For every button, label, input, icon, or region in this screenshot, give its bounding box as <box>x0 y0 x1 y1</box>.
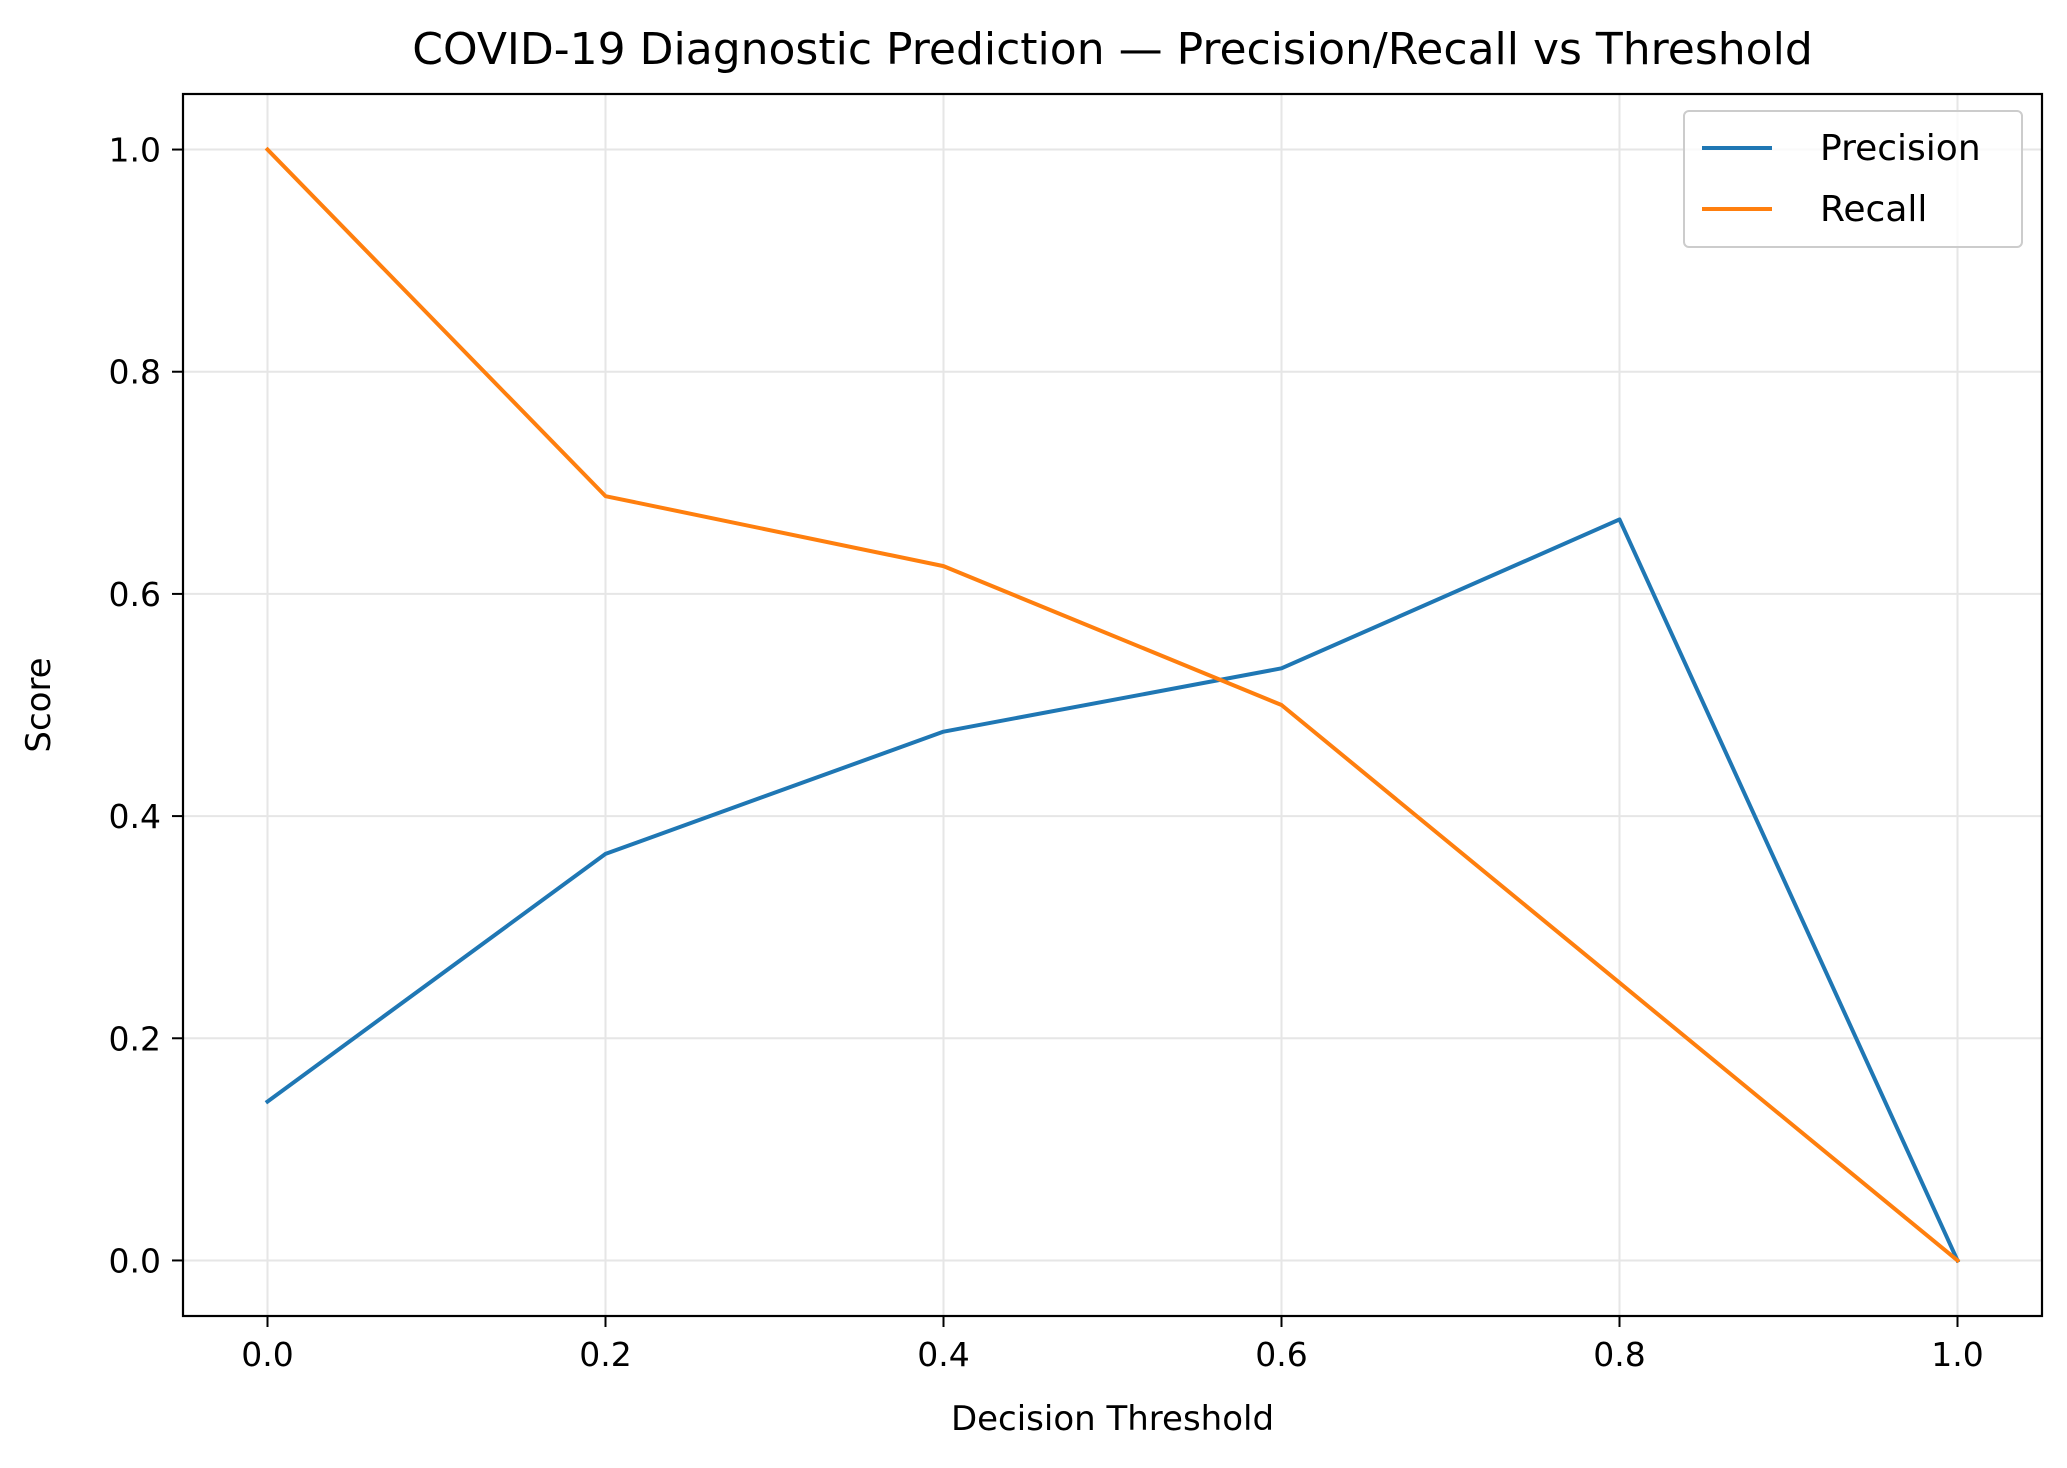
x-tick-label: 0.0 <box>241 1335 293 1374</box>
legend: Precision Recall <box>1683 110 2023 248</box>
grid <box>183 94 2042 1316</box>
x-tick-label: 0.8 <box>1593 1335 1645 1374</box>
y-tick-label: 0.6 <box>109 575 161 614</box>
x-tick-label: 0.4 <box>917 1335 969 1374</box>
precision-series-line <box>264 517 1961 1264</box>
y-tick-label: 1.0 <box>109 131 161 170</box>
legend-box <box>1683 110 2023 248</box>
y-axis-label: Score <box>19 657 59 752</box>
axis-ticks: 0.0 0.2 0.4 0.6 0.8 1.0 0.0 0.2 0.4 0.6 0.8 1.0 <box>109 131 1984 1374</box>
legend-label: Precision <box>1820 128 1981 169</box>
plot-area-frame <box>181 92 2044 1318</box>
legend-label: Recall <box>1820 189 1927 230</box>
recall-series-line <box>264 146 1961 1264</box>
y-tick-label: 0.8 <box>109 353 161 392</box>
y-tick-label: 0.0 <box>109 1241 161 1280</box>
y-tick-label: 0.2 <box>109 1019 161 1058</box>
series-lines <box>264 146 1961 1264</box>
chart-title: COVID-19 Diagnostic Prediction — Precisi… <box>412 24 1813 75</box>
x-tick-label: 1.0 <box>1931 1335 1983 1374</box>
x-axis-label: Decision Threshold <box>951 1399 1274 1439</box>
x-tick-label: 0.6 <box>1255 1335 1307 1374</box>
y-tick-label: 0.4 <box>109 797 161 836</box>
x-tick-label: 0.2 <box>579 1335 631 1374</box>
